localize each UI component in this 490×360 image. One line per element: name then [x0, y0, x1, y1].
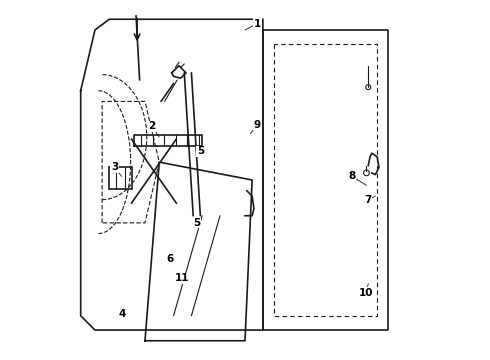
Bar [109, 167, 132, 189]
Text: 8: 8 [348, 171, 356, 181]
Text: 9: 9 [254, 120, 261, 130]
Text: 1: 1 [254, 18, 261, 28]
Text: 6: 6 [167, 253, 173, 264]
Text: 5: 5 [196, 147, 204, 157]
Text: 3: 3 [111, 162, 118, 172]
Text: 2: 2 [148, 121, 156, 131]
Text: 4: 4 [118, 309, 125, 319]
Text: 7: 7 [365, 195, 372, 204]
Text: 10: 10 [359, 288, 374, 297]
Text: 11: 11 [175, 273, 190, 283]
Text: 5: 5 [193, 218, 200, 228]
